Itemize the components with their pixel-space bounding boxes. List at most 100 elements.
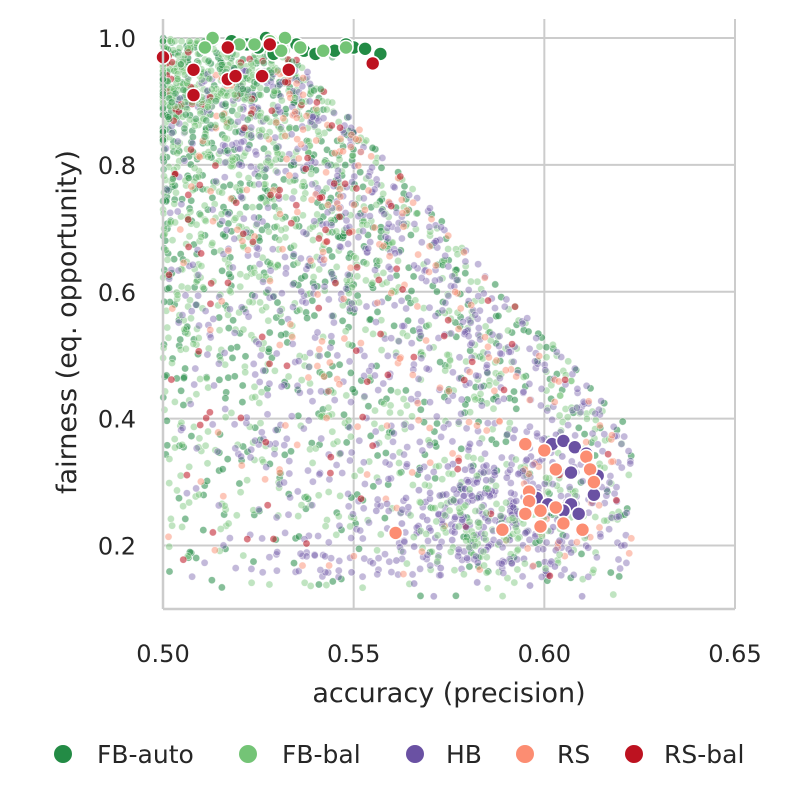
cloud-point-fb-bal	[300, 578, 309, 587]
cloud-point-fb-bal	[195, 434, 204, 443]
cloud-point-fb-bal	[170, 37, 179, 46]
cloud-point-hb	[416, 565, 424, 573]
cloud-point-hb	[466, 439, 474, 448]
cloud-point-fb-bal	[466, 408, 474, 417]
cloud-point-rs	[409, 198, 417, 207]
cloud-point-hb	[441, 298, 450, 307]
cloud-point-fb-auto	[580, 430, 589, 438]
cloud-point-hb	[578, 592, 586, 601]
cloud-point-fb-bal	[386, 401, 395, 410]
cloud-point-fb-bal	[251, 393, 260, 401]
cloud-point-fb-auto	[492, 439, 500, 448]
cloud-point-fb-bal	[440, 511, 449, 520]
cloud-point-rs	[495, 417, 504, 425]
cloud-point-hb	[537, 401, 545, 410]
cloud-point-hb	[509, 433, 518, 442]
cloud-point-rs-bal	[468, 357, 477, 366]
cloud-point-hb	[573, 403, 581, 412]
cloud-point-fb-bal	[535, 342, 544, 351]
cloud-point-fb-bal	[220, 133, 229, 142]
cloud-point-hb	[539, 545, 548, 554]
cloud-point-hb	[441, 251, 450, 260]
cloud-point-hb	[466, 318, 475, 327]
cloud-point-hb	[288, 280, 297, 289]
cloud-point-fb-bal	[239, 325, 248, 334]
cloud-point-fb-bal	[231, 214, 240, 223]
cloud-point-fb-bal	[247, 331, 256, 340]
cloud-point-rs	[281, 131, 289, 140]
cloud-point-fb-bal	[440, 256, 449, 265]
cloud-point-fb-bal	[313, 210, 322, 219]
cloud-point-rs-bal	[184, 215, 193, 224]
cloud-point-fb-bal	[172, 188, 180, 197]
cloud-point-hb	[552, 348, 561, 356]
cloud-point-fb-bal	[228, 153, 237, 162]
cloud-point-fb-auto	[215, 352, 224, 360]
cloud-point-rs	[322, 414, 331, 422]
cloud-point-hb	[163, 185, 171, 194]
cloud-point-fb-bal	[362, 259, 371, 268]
cloud-point-fb-bal	[409, 533, 418, 541]
cloud-point-hb	[326, 343, 335, 352]
cloud-point-fb-bal	[183, 44, 192, 53]
cloud-point-fb-bal	[306, 445, 314, 454]
cloud-point-hb	[225, 305, 234, 314]
cloud-point-hb	[389, 452, 397, 461]
cloud-point-rs-bal	[287, 219, 296, 228]
cloud-point-hb	[384, 262, 393, 271]
cloud-point-rs	[325, 561, 333, 570]
cloud-point-rs	[370, 223, 379, 232]
cloud-point-fb-auto	[225, 270, 234, 278]
cloud-point-hb	[569, 571, 578, 579]
cloud-point-hb	[359, 504, 368, 513]
cloud-point-hb	[287, 412, 296, 421]
legend-marker	[406, 745, 424, 763]
cloud-point-fb-bal	[200, 215, 209, 224]
cloud-point-hb	[436, 564, 445, 572]
cloud-point-fb-bal	[276, 124, 285, 133]
cloud-point-hb	[365, 518, 373, 527]
cloud-point-fb-auto	[217, 60, 226, 69]
cloud-point-fb-bal	[227, 408, 236, 417]
cloud-point-hb	[564, 421, 572, 429]
cloud-point-fb-auto	[272, 313, 281, 322]
cloud-point-rs	[325, 358, 334, 367]
cloud-point-hb	[381, 550, 389, 559]
cloud-point-hb	[371, 427, 380, 436]
cloud-point-hb	[436, 571, 445, 579]
cloud-point-fb-bal	[191, 121, 199, 130]
cloud-point-hb	[262, 463, 271, 471]
cloud-point-fb-bal	[243, 476, 251, 485]
cloud-point-hb	[249, 359, 258, 368]
cloud-point-hb	[281, 253, 289, 261]
cloud-point-hb	[359, 194, 368, 203]
cloud-point-fb-bal	[492, 481, 500, 490]
cloud-point-hb	[348, 510, 357, 519]
cloud-point-fb-bal	[266, 259, 275, 268]
point-rs	[555, 515, 572, 532]
cloud-point-fb-bal	[262, 303, 270, 312]
cloud-point-fb-bal	[477, 285, 486, 294]
cloud-point-fb-bal	[609, 590, 618, 599]
cloud-point-fb-auto	[177, 386, 185, 395]
cloud-point-fb-bal	[320, 286, 329, 295]
cloud-point-rs	[282, 155, 291, 163]
cloud-point-rs	[456, 304, 465, 313]
cloud-point-fb-auto	[162, 416, 171, 425]
cloud-point-hb	[383, 351, 392, 360]
cloud-point-rs-bal	[396, 172, 405, 181]
cloud-point-fb-bal	[396, 408, 405, 417]
x-tick-label: 0.50	[136, 640, 189, 668]
cloud-point-fb-auto	[373, 451, 382, 460]
cloud-point-hb	[605, 525, 613, 534]
cloud-point-hb	[237, 192, 245, 201]
point-hb	[563, 464, 579, 481]
cloud-point-rs-bal	[292, 201, 301, 210]
cloud-point-fb-auto	[373, 261, 381, 270]
cloud-point-rs	[214, 428, 222, 437]
cloud-point-hb	[490, 468, 499, 477]
x-tick-label: 0.55	[327, 640, 380, 668]
cloud-point-hb	[239, 214, 248, 223]
cloud-point-hb	[425, 223, 434, 231]
cloud-point-fb-bal	[373, 546, 381, 555]
